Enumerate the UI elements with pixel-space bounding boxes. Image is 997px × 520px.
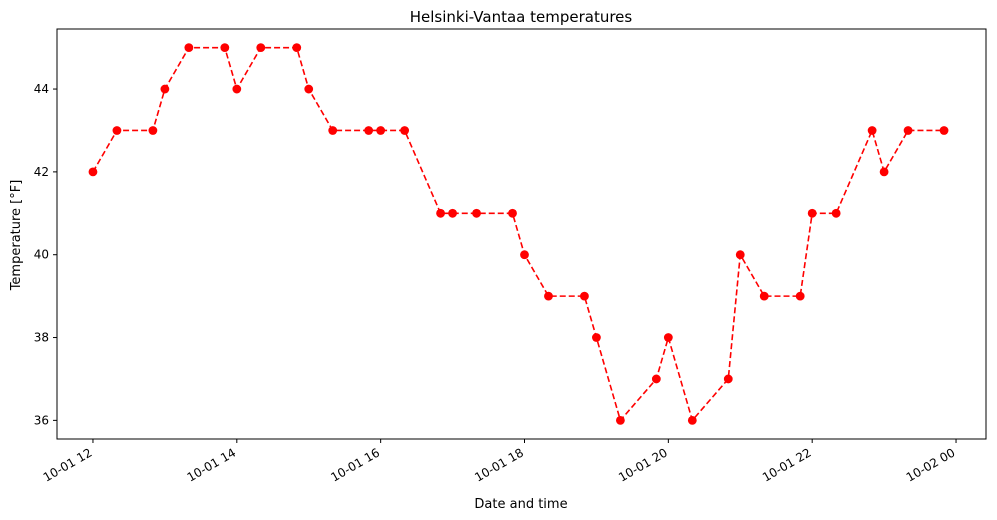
data-point-3 xyxy=(160,84,170,94)
data-point-24 xyxy=(663,333,673,342)
data-point-35 xyxy=(939,126,949,135)
data-point-22 xyxy=(615,415,625,425)
data-series xyxy=(88,43,949,425)
data-point-25 xyxy=(687,415,697,425)
data-point-12 xyxy=(376,126,386,135)
data-point-10 xyxy=(328,126,338,135)
data-point-28 xyxy=(759,291,769,301)
data-point-11 xyxy=(364,126,374,135)
data-point-21 xyxy=(592,333,601,342)
data-point-15 xyxy=(448,208,457,218)
data-point-6 xyxy=(232,84,242,94)
data-point-31 xyxy=(831,208,841,218)
y-axis-label: Temperature [°F] xyxy=(9,180,24,292)
data-point-17 xyxy=(508,208,517,218)
data-point-0 xyxy=(88,167,98,177)
chart-title: Helsinki-Vantaa temperatures xyxy=(410,8,633,26)
y-tick-label-1: 38 xyxy=(34,331,49,345)
y-tick-label-0: 36 xyxy=(34,413,49,427)
data-point-1 xyxy=(112,126,122,135)
data-point-34 xyxy=(903,126,913,135)
data-point-5 xyxy=(220,43,230,53)
data-point-18 xyxy=(520,250,529,260)
data-point-19 xyxy=(544,291,553,301)
data-point-2 xyxy=(148,126,158,135)
plot-area-frame xyxy=(56,28,987,440)
data-point-9 xyxy=(304,84,314,94)
data-point-14 xyxy=(436,208,445,218)
data-point-27 xyxy=(735,250,745,260)
y-tick-label-2: 40 xyxy=(34,248,49,262)
data-point-4 xyxy=(184,43,194,53)
data-point-32 xyxy=(867,126,877,135)
data-point-13 xyxy=(400,126,410,135)
data-point-26 xyxy=(723,374,733,384)
data-point-30 xyxy=(807,208,817,218)
y-tick-label-4: 44 xyxy=(34,82,49,96)
data-point-7 xyxy=(256,43,266,53)
y-tick-label-3: 42 xyxy=(34,165,49,179)
data-point-29 xyxy=(795,291,805,301)
x-axis-label: Date and time xyxy=(474,497,567,512)
data-point-23 xyxy=(651,374,661,384)
data-point-16 xyxy=(472,208,481,218)
data-point-8 xyxy=(292,43,302,53)
data-point-20 xyxy=(580,291,589,301)
series-line-0 xyxy=(92,46,945,422)
data-point-33 xyxy=(879,167,889,177)
